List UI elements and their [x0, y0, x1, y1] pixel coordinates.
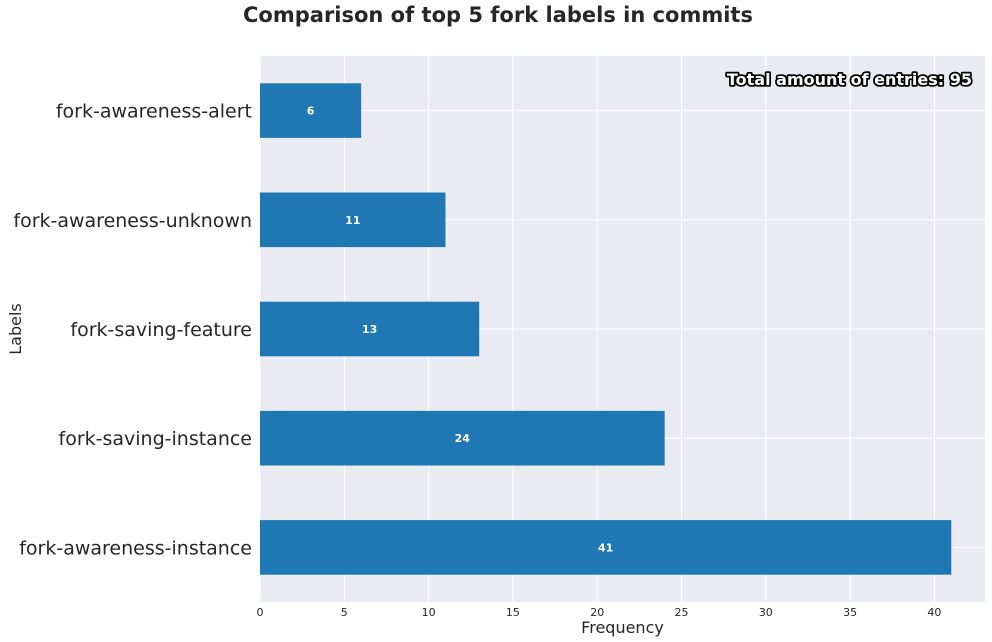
bar-value-label: 41 — [598, 541, 613, 554]
x-tick-label: 0 — [257, 606, 264, 619]
x-tick-label: 35 — [843, 606, 857, 619]
x-tick-label: 40 — [927, 606, 941, 619]
category-label: fork-saving-feature — [70, 319, 252, 341]
category-label: fork-awareness-instance — [19, 537, 252, 559]
category-label: fork-saving-instance — [59, 428, 253, 450]
y-axis-label: Labels — [6, 303, 25, 355]
x-ticks: 0 5 10 15 20 25 30 35 40 — [257, 606, 942, 619]
x-tick-label: 5 — [341, 606, 348, 619]
bar-value-label: 24 — [455, 432, 471, 445]
bar — [260, 520, 952, 575]
x-tick-label: 30 — [759, 606, 773, 619]
bar — [260, 301, 480, 357]
x-tick-label: 20 — [590, 606, 604, 619]
category-labels: fork-awareness-alert fork-awareness-unkno… — [13, 101, 252, 560]
x-tick-label: 25 — [675, 606, 689, 619]
bar-value-label: 13 — [362, 323, 377, 336]
x-tick-label: 10 — [422, 606, 436, 619]
category-label: fork-awareness-unknown — [13, 210, 252, 232]
chart-title: Comparison of top 5 fork labels in commi… — [243, 3, 753, 27]
x-axis-label: Frequency — [581, 618, 664, 637]
bars: 6 11 13 24 41 — [260, 83, 952, 575]
x-tick-label: 15 — [506, 606, 520, 619]
bar — [260, 83, 362, 138]
total-entries-annotation: Total amount of entries: 95 — [727, 70, 972, 89]
category-label: fork-awareness-alert — [56, 101, 252, 123]
bar-value-label: 6 — [307, 105, 315, 118]
bar-value-label: 11 — [345, 214, 360, 227]
bar — [260, 410, 665, 466]
bar — [260, 192, 446, 248]
